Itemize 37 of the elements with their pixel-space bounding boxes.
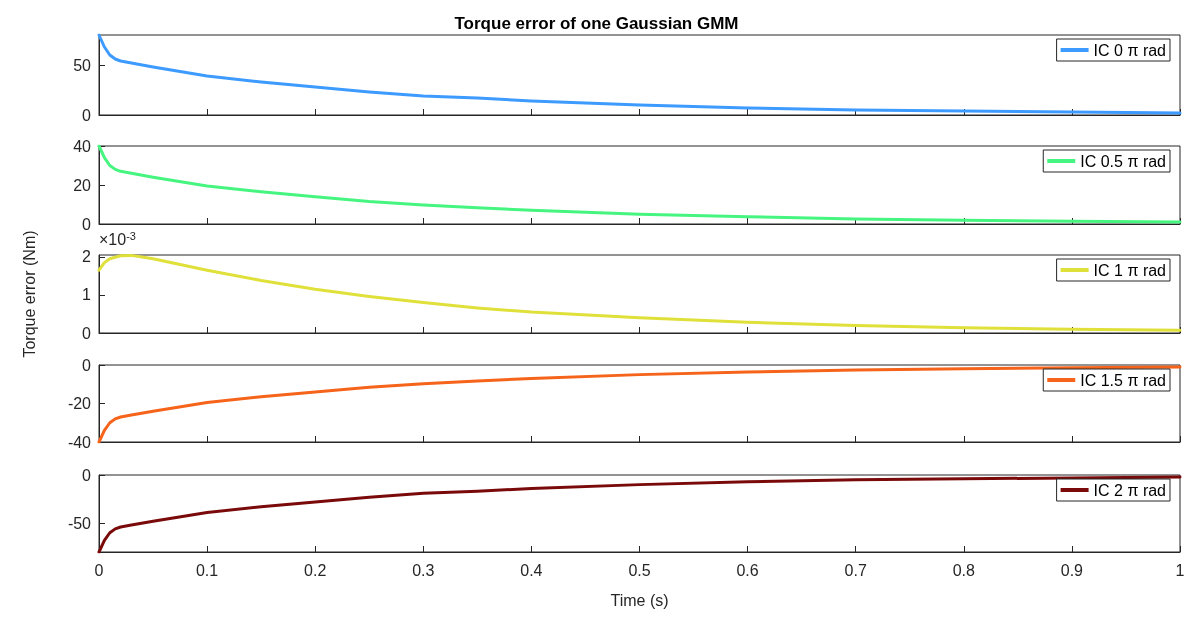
- x-tick-label: 0.8: [952, 561, 976, 579]
- y-axis-title: Torque error (Nm): [21, 230, 39, 358]
- y-tick-label: -40: [67, 433, 92, 451]
- line-series: [97, 253, 1182, 332]
- y-tick-label: 2: [82, 248, 92, 266]
- y-tick-label: 1: [82, 286, 92, 304]
- y-tick-label: 20: [73, 176, 92, 194]
- y-tick-label: 0: [82, 215, 92, 233]
- line-series: [97, 475, 1182, 554]
- y-tick-label: 0: [82, 106, 92, 124]
- line-series: [97, 144, 1182, 224]
- y-tick-label: -20: [67, 395, 92, 412]
- y-tick-label: 0: [82, 466, 92, 484]
- x-tick-label: 0.1: [195, 561, 219, 579]
- x-tick-label: 0.9: [1060, 561, 1084, 579]
- line-series: [97, 365, 1182, 444]
- y-tick-label: 40: [73, 137, 92, 155]
- x-tick-label: 1: [1175, 561, 1185, 579]
- x-tick-label: 0.2: [304, 561, 327, 579]
- legend-label: IC 0.5 π rad: [1080, 152, 1167, 170]
- line-series: [97, 33, 1182, 115]
- y-tick-label: 0: [82, 356, 92, 374]
- x-tick-label: 0.3: [412, 561, 435, 579]
- x-axis-title: Time (s): [610, 591, 669, 609]
- y-tick-label: 50: [73, 56, 92, 74]
- x-tick-label: 0: [94, 561, 104, 579]
- x-tick-label: 0.5: [628, 561, 651, 579]
- x-tick-label: 0.4: [520, 561, 543, 579]
- legend-label: IC 1.5 π rad: [1080, 371, 1167, 389]
- x-tick-label: 0.7: [844, 561, 867, 579]
- y-tick-label: 0: [82, 324, 92, 342]
- legend-label: IC 0 π rad: [1093, 41, 1167, 59]
- y-tick-label: -50: [67, 514, 92, 532]
- x-tick-label: 0.6: [736, 561, 759, 579]
- legend-label: IC 1 π rad: [1093, 261, 1167, 279]
- legend-label: IC 2 π rad: [1093, 481, 1167, 499]
- chart-title: Torque error of one Gaussian GMM: [454, 14, 739, 33]
